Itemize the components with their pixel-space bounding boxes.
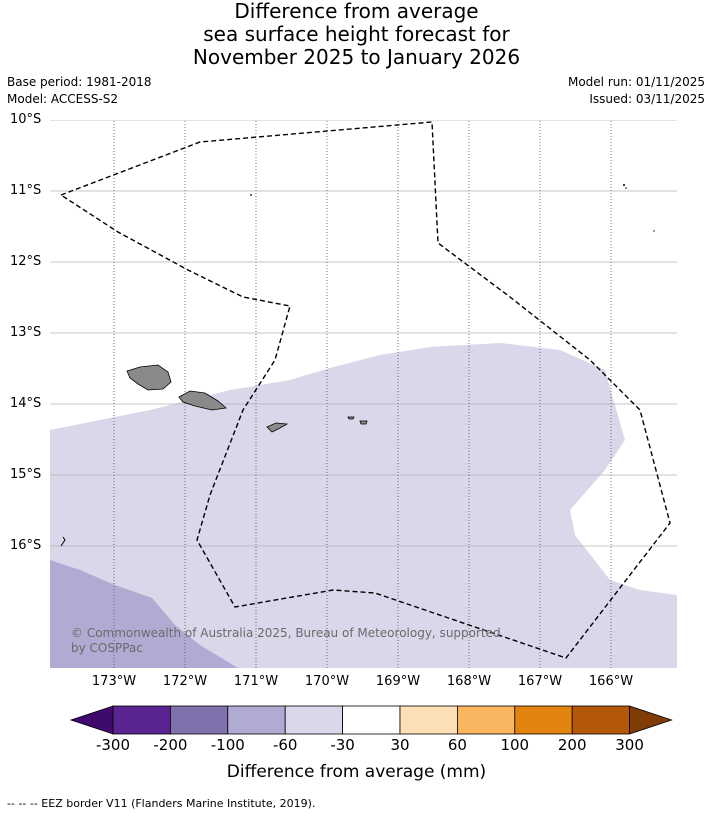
colorbar-label: Difference from average (mm) [226, 762, 487, 782]
latitude-label: 14°S [10, 396, 42, 411]
colorbar-cell [169, 705, 229, 735]
island-savaii [126, 364, 172, 391]
islet-east [653, 230, 655, 232]
anomaly-region-medium [50, 560, 238, 668]
longitude-label: 171°W [233, 674, 279, 689]
meta-right: Model run: 01/11/2025 Issued: 03/11/2025 [568, 74, 705, 108]
islet-rose [250, 194, 252, 196]
title-line-2: sea surface height forecast for [203, 22, 510, 46]
colorbar-cell [342, 705, 401, 735]
latitude-label: 15°S [10, 467, 42, 482]
latitude-label: 11°S [10, 183, 42, 198]
latitude-label: 12°S [10, 254, 42, 269]
copyright-line-2: by COSPPac [71, 641, 143, 655]
longitude-label: 169°W [375, 674, 421, 689]
colorbar-tick-label: 30 [390, 736, 410, 754]
colorbar-tick-label: -300 [95, 736, 131, 754]
latitude-label: 16°S [10, 538, 42, 553]
island-tau [359, 420, 368, 425]
colorbar-tick-label: -60 [272, 736, 298, 754]
latitude-label: 10°S [10, 112, 42, 127]
longitude-label: 167°W [517, 674, 563, 689]
latitude-label: 13°S [10, 325, 42, 340]
islet-swains-a [623, 184, 625, 186]
island-ofu [347, 416, 355, 420]
colorbar-tick-label: 300 [615, 736, 644, 754]
colorbar-cell [456, 705, 516, 735]
colorbar-extend-high [629, 705, 673, 735]
copyright-notice: © Commonwealth of Australia 2025, Bureau… [71, 626, 501, 656]
model-name: Model: ACCESS-S2 [7, 92, 119, 106]
colorbar-cell [227, 705, 286, 735]
eez-border-samoa [59, 121, 671, 659]
island-tutuila [266, 422, 289, 433]
title-line-1: Difference from average [234, 0, 479, 23]
model-run: Model run: 01/11/2025 [567, 75, 705, 89]
eez-footnote: -- -- -- EEZ border V11 (Flanders Marine… [7, 797, 316, 810]
colorbar-cell [399, 705, 458, 735]
colorbar-tick-label: 60 [447, 736, 467, 754]
longitude-label: 172°W [162, 674, 208, 689]
longitude-label: 173°W [91, 674, 137, 689]
colorbar-cell [571, 705, 631, 735]
colorbar-tick-label: 200 [557, 736, 587, 754]
colorbar-tick-label: -200 [153, 736, 188, 754]
islet-west [60, 536, 66, 547]
grid-lines [50, 120, 677, 668]
meta-left: Base period: 1981-2018 Model: ACCESS-S2 [7, 74, 152, 108]
islet-swains-b [625, 187, 627, 189]
longitude-label: 168°W [446, 674, 492, 689]
anomaly-region-light [50, 343, 677, 668]
colorbar-extend-low [69, 705, 114, 735]
issued-date: Issued: 03/11/2025 [589, 92, 705, 106]
colorbar-tick-label: -100 [210, 736, 245, 754]
island-upolu [178, 390, 227, 411]
longitude-label: 166°W [588, 674, 634, 689]
colorbar-cell [514, 705, 573, 735]
title-line-3: November 2025 to January 2026 [192, 45, 521, 69]
copyright-line-1: © Commonwealth of Australia 2025, Bureau… [71, 626, 501, 640]
colorbar-tick-label: 100 [500, 736, 530, 754]
longitude-label: 170°W [304, 674, 350, 689]
chart-title: Difference from average sea surface heig… [0, 0, 713, 69]
colorbar-tick-label: -30 [330, 736, 355, 754]
colorbar-cell [284, 705, 344, 735]
base-period: Base period: 1981-2018 [7, 75, 152, 89]
colorbar-cell [112, 705, 171, 735]
